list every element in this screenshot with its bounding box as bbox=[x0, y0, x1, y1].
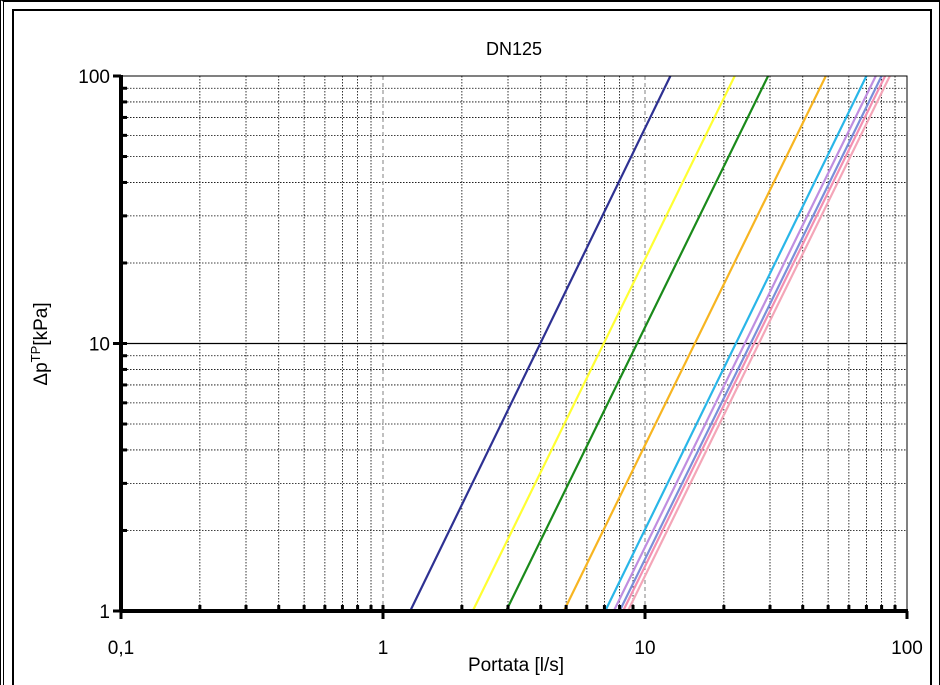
y-tick-mark bbox=[123, 609, 127, 613]
y-tick-mark bbox=[123, 401, 127, 405]
series-line-4 bbox=[562, 75, 827, 612]
series-line-3 bbox=[505, 75, 770, 612]
x-tick-mark bbox=[643, 605, 647, 609]
series-line-5 bbox=[604, 75, 868, 612]
x-tick-mark bbox=[277, 605, 281, 609]
y-tick-mark bbox=[123, 100, 127, 104]
y-tick-mark bbox=[123, 115, 127, 119]
y-tick-mark bbox=[123, 261, 127, 265]
y-tick-mark bbox=[123, 481, 127, 485]
x-tick-label: 0,1 bbox=[108, 638, 134, 659]
series-line-6 bbox=[612, 75, 877, 612]
x-tick-mark bbox=[323, 605, 327, 609]
x-tick-label: 1 bbox=[378, 638, 389, 659]
y-tick-mark bbox=[123, 528, 127, 532]
y-axis-label-prefix: Δp bbox=[31, 362, 52, 385]
y-tick-mark bbox=[123, 180, 127, 184]
y-tick-label: 100 bbox=[78, 67, 110, 88]
series-line-7 bbox=[618, 75, 883, 612]
y-tick-mark bbox=[123, 367, 127, 371]
x-tick-mark bbox=[460, 605, 464, 609]
y-tick-mark bbox=[123, 354, 127, 358]
y-axis-label-suffix: [kPa] bbox=[31, 302, 52, 345]
x-tick-mark bbox=[244, 605, 248, 609]
series-line-8 bbox=[622, 75, 887, 612]
x-tick-label: 100 bbox=[891, 638, 923, 659]
y-tick-mark bbox=[123, 86, 127, 90]
x-tick-mark bbox=[381, 605, 385, 609]
y-tick-mark bbox=[123, 448, 127, 452]
tick-marks bbox=[113, 74, 909, 619]
y-tick-mark bbox=[123, 342, 127, 345]
x-tick-mark bbox=[340, 605, 344, 609]
x-tick-label: 10 bbox=[634, 638, 655, 659]
y-tick-mark bbox=[123, 383, 127, 387]
x-tick-mark bbox=[631, 605, 635, 609]
series-layer bbox=[409, 75, 891, 612]
x-tick-mark bbox=[768, 605, 772, 609]
x-tick-mark bbox=[826, 605, 830, 609]
x-tick-mark bbox=[801, 605, 805, 609]
x-tick-mark bbox=[302, 605, 306, 609]
x-tick-mark bbox=[893, 605, 897, 609]
x-tick-mark bbox=[369, 605, 373, 609]
x-tick-mark bbox=[564, 605, 568, 609]
tick-labels: 0,1 1 10 100 1 10 100 bbox=[78, 67, 923, 659]
x-tick-mark bbox=[847, 605, 851, 609]
y-tick-label: 1 bbox=[99, 602, 110, 623]
y-tick-mark bbox=[123, 133, 127, 137]
x-tick-mark bbox=[539, 605, 543, 609]
y-tick-label: 10 bbox=[89, 335, 110, 356]
y-axis-label: ΔpTP[kPa] bbox=[28, 302, 53, 385]
chart-area-border bbox=[12, 9, 932, 685]
x-tick-mark bbox=[864, 605, 868, 609]
x-tick-mark bbox=[722, 605, 726, 609]
series-line-1 bbox=[409, 75, 672, 612]
x-tick-mark bbox=[618, 605, 622, 609]
x-tick-mark bbox=[602, 605, 606, 609]
y-tick-mark bbox=[123, 214, 127, 218]
x-tick-mark bbox=[198, 605, 202, 609]
grid-major bbox=[121, 76, 907, 611]
x-tick-mark bbox=[585, 605, 589, 609]
series-line-9 bbox=[626, 75, 891, 612]
chart-title: DN125 bbox=[486, 39, 542, 59]
y-axis-label-sup: TP bbox=[28, 346, 43, 363]
x-tick-mark bbox=[356, 605, 360, 609]
y-tick-mark bbox=[123, 155, 127, 159]
y-tick-mark bbox=[123, 422, 127, 426]
x-tick-mark bbox=[119, 605, 123, 609]
x-axis-label: Portata [l/s] bbox=[468, 655, 564, 676]
x-tick-mark bbox=[880, 605, 884, 609]
x-tick-mark bbox=[506, 605, 510, 609]
series-line-2 bbox=[471, 75, 736, 612]
